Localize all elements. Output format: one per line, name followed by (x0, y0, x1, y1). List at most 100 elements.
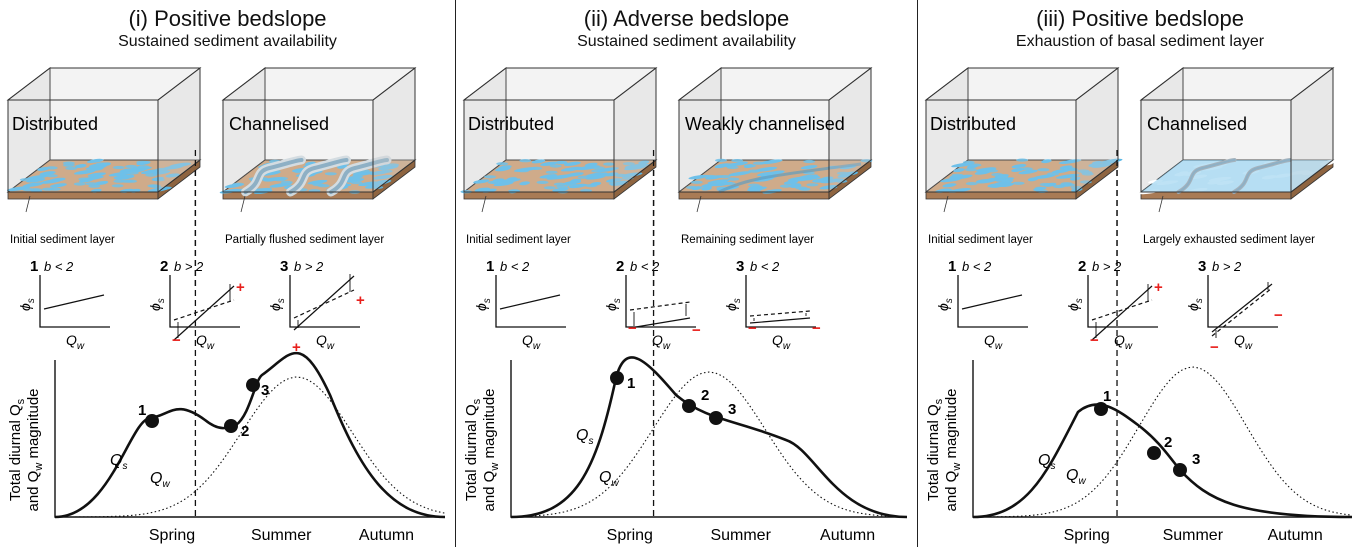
water-streak (45, 174, 58, 178)
water-streak (324, 172, 337, 176)
water-streak (108, 171, 132, 177)
water-streak (487, 180, 500, 185)
qs-curve (972, 403, 1353, 519)
qw-curve (972, 366, 1353, 518)
water-streak (625, 163, 649, 169)
water-streak (759, 159, 783, 165)
water-streak (580, 189, 592, 193)
water-streak (608, 182, 621, 186)
mini-axes (1087, 275, 1158, 328)
sign-marker: + (1154, 279, 1163, 296)
mini-axes (495, 275, 566, 328)
water-streak (638, 160, 650, 165)
y-axis-label-line1: Total diurnal Qs (925, 398, 945, 501)
water-streak (591, 169, 604, 173)
water-streak (125, 164, 138, 169)
sample-point (709, 411, 723, 425)
season-label: Autumn (820, 527, 875, 544)
regime-label-left: Distributed (930, 114, 1016, 134)
sample-point (1094, 402, 1108, 416)
layer-label-right: Largely exhausted sediment layer (1143, 234, 1315, 246)
water-streak (1034, 186, 1047, 190)
season-label: Summer (1163, 527, 1224, 544)
water-streak (1011, 168, 1024, 172)
water-streak (748, 169, 761, 173)
season-label: Autumn (1268, 527, 1323, 544)
water-streak (39, 171, 56, 176)
sample-point (610, 371, 624, 385)
water-streak (6, 186, 31, 192)
water-streak (783, 180, 799, 185)
mini-plot-number: 2 (616, 258, 624, 275)
water-streak (688, 174, 709, 180)
water-streak (111, 184, 124, 188)
mini-plot-condition: b < 2 (630, 259, 660, 274)
water-streak (307, 179, 328, 185)
water-streak (563, 168, 576, 172)
water-streak (493, 181, 514, 187)
water-streak (964, 168, 977, 172)
channel (329, 158, 389, 194)
sign-marker: − (812, 320, 821, 337)
water-streak (1290, 170, 1310, 175)
water-streak (546, 175, 569, 180)
water-streak (112, 165, 125, 170)
water-streak (991, 173, 1004, 177)
water-streak (553, 182, 566, 186)
mini-plot-condition: b < 2 (962, 259, 992, 274)
water-streak (1001, 179, 1014, 183)
panel-divider-2 (917, 0, 918, 547)
water-streak (45, 166, 58, 170)
water-streak (1069, 176, 1081, 181)
rating-line (629, 317, 691, 329)
regime-label-right: Channelised (229, 114, 329, 134)
layer-label-right: Remaining sediment layer (681, 234, 814, 246)
sediment-slab-front (678, 191, 830, 200)
water-streak (726, 165, 739, 169)
layer-label-left: Initial sediment layer (466, 234, 571, 246)
water-streak (120, 179, 133, 183)
water-streak (996, 175, 1009, 179)
water-streak (1099, 161, 1112, 165)
water-streak (577, 175, 590, 179)
water-streak (48, 177, 66, 183)
sediment-box (924, 66, 1123, 213)
sediment-slab-front (463, 191, 615, 200)
mini-plot: 1 b < 2 ϕs Qw (473, 258, 566, 352)
water-streak (812, 179, 824, 183)
mini-x-label: Qw (652, 332, 671, 352)
water-streak (704, 174, 717, 179)
water-streak (367, 181, 387, 186)
panel-2: (ii) Adverse bedslope Sustained sediment… (456, 0, 917, 547)
water-streak (19, 178, 32, 182)
water-streak (1148, 179, 1163, 184)
qs-label: Qs (110, 452, 127, 472)
mini-plot-condition: b > 2 (1212, 259, 1242, 274)
qs-curve (54, 351, 446, 519)
water-streak (1322, 159, 1337, 164)
sediment-box (219, 66, 417, 213)
water-streak (794, 178, 807, 182)
mini-plot: 1 b < 2 ϕs Qw (935, 258, 1028, 352)
water-streak (543, 186, 556, 190)
water-streak (686, 185, 698, 190)
sediment-box (6, 66, 202, 213)
y-axis-label-line2: and Qw magnitude (481, 388, 501, 511)
layer-label-left: Initial sediment layer (10, 234, 115, 246)
water-streak (836, 171, 849, 175)
sign-marker: + (236, 279, 245, 296)
sign-marker: − (1274, 307, 1283, 324)
season-label: Summer (710, 527, 771, 544)
water-streak (585, 175, 606, 180)
water-streak (962, 160, 975, 164)
channel (243, 158, 304, 194)
sign-marker: − (1090, 332, 1099, 349)
water-streak (733, 161, 748, 166)
qw-curve (510, 371, 908, 518)
water-streak (603, 162, 615, 166)
water-streak (563, 161, 581, 166)
water-streak (519, 181, 530, 186)
sample-point (1147, 446, 1161, 460)
